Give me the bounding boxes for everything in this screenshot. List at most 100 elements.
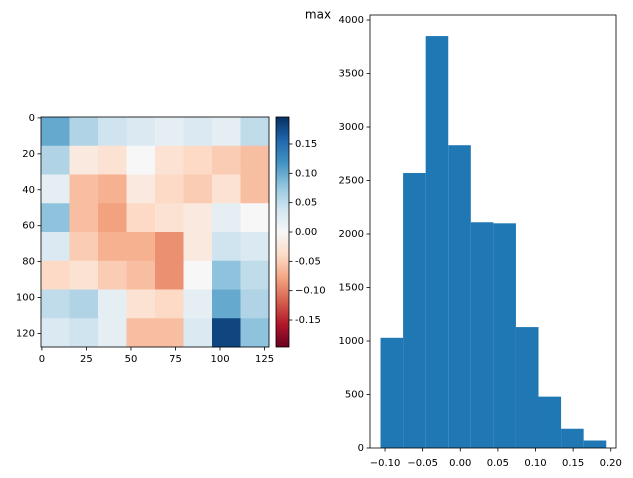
heatmap-cell [240, 260, 270, 290]
x-tick-label: 0 [39, 354, 45, 365]
heatmap-cell [183, 318, 213, 348]
x-tick-label: 125 [255, 354, 274, 365]
heatmap-cell [240, 289, 270, 319]
heatmap-cell [126, 289, 156, 319]
heatmap-cell [69, 318, 99, 348]
heatmap-cell [240, 318, 270, 348]
heatmap-cell [69, 260, 99, 290]
histogram-bar [470, 222, 494, 448]
y-tick-label: 20 [22, 149, 35, 160]
x-tick-label: −0.10 [370, 458, 401, 469]
x-tick-label: −0.05 [407, 458, 438, 469]
colorbar-tick-label: 0.15 [295, 139, 317, 150]
heatmap-cell [41, 117, 70, 147]
heatmap-cell [240, 232, 270, 262]
heatmap-cell [212, 260, 241, 290]
y-tick-label: 80 [22, 257, 35, 268]
colorbar-tick-label: 0.00 [295, 227, 317, 238]
y-tick-label: 100 [16, 293, 35, 304]
histogram-bar [448, 145, 471, 449]
heatmap-cell [212, 232, 241, 262]
y-tick-label: 0 [29, 113, 35, 124]
y-tick-label: 2000 [339, 229, 364, 240]
y-tick-label: 2500 [339, 176, 364, 187]
heatmap-cell [183, 260, 213, 290]
histogram-bar [403, 173, 426, 448]
y-tick-label: 0 [358, 443, 364, 454]
heatmap-cell [155, 260, 184, 290]
heatmap-cell [183, 289, 213, 319]
heatmap-cell [41, 318, 70, 348]
axes-frame [369, 14, 617, 449]
heatmap-cell [98, 318, 127, 348]
heatmap-cell [126, 232, 156, 262]
heatmap-cell [98, 203, 127, 233]
histogram-bar [538, 396, 562, 448]
heatmap-cell [240, 117, 270, 147]
heatmap-cell [98, 260, 127, 290]
x-tick-label: 0.20 [600, 458, 622, 469]
heatmap-cell [41, 174, 70, 204]
y-tick-label: 120 [16, 329, 35, 340]
y-tick-label: 4000 [339, 15, 364, 26]
x-tick-label: 0.00 [449, 458, 471, 469]
heatmap-cell [126, 174, 156, 204]
histogram-bar [583, 440, 607, 448]
y-tick-label: 1500 [339, 283, 364, 294]
heatmap-cell [69, 203, 99, 233]
heatmap-cell [98, 145, 127, 175]
heatmap-cell [155, 117, 184, 147]
heatmap-cell [126, 318, 156, 348]
colorbar-tick-label: −0.10 [295, 286, 326, 297]
heatmap-cell [183, 174, 213, 204]
heatmap-cell [41, 145, 70, 175]
heatmap-cell [98, 174, 127, 204]
colorbar-tick-label: 0.05 [295, 198, 317, 209]
x-tick-label: 0.15 [562, 458, 584, 469]
heatmap-cell [69, 174, 99, 204]
heatmap-cell [155, 145, 184, 175]
heatmap-cell [98, 232, 127, 262]
heatmap-cell [212, 117, 241, 147]
histogram-bar [380, 337, 404, 448]
heatmap-cell [98, 117, 127, 147]
heatmap-cell [69, 289, 99, 319]
colorbar-tick-label: -0.05 [295, 256, 321, 267]
heatmap-cell [69, 232, 99, 262]
heatmap-cell [41, 260, 70, 290]
heatmap-cell [240, 203, 270, 233]
y-tick-label: 40 [22, 185, 35, 196]
heatmap-cell [155, 203, 184, 233]
x-tick-label: 100 [210, 354, 229, 365]
x-tick-label: 25 [80, 354, 93, 365]
histogram-bar [425, 36, 449, 449]
heatmap-cell [212, 145, 241, 175]
histogram-bar [515, 327, 539, 448]
colorbar-tick-label: 0.10 [295, 168, 317, 179]
heatmap-cell [155, 232, 184, 262]
y-tick-label: 60 [22, 221, 35, 232]
y-tick-label: 3500 [339, 69, 364, 80]
x-tick-label: 50 [125, 354, 138, 365]
y-tick-label: 3000 [339, 122, 364, 133]
heatmap-cell [240, 174, 270, 204]
x-tick-label: 0.10 [524, 458, 546, 469]
heatmap-cell [155, 318, 184, 348]
y-tick-label: 1000 [339, 336, 364, 347]
heatmap-cell [155, 289, 184, 319]
heatmap-cell [126, 260, 156, 290]
colorbar-tick-label: -0.15 [295, 315, 321, 326]
heatmap-cell [126, 145, 156, 175]
heatmap-cell [240, 145, 270, 175]
axes-frame [40, 116, 270, 348]
heatmap-cell [183, 232, 213, 262]
heatmap-cell [212, 318, 241, 348]
chart-title: max [305, 8, 331, 22]
x-tick-label: 0.05 [487, 458, 509, 469]
heatmap-cell [98, 289, 127, 319]
heatmap-cell [41, 289, 70, 319]
heatmap-cell [212, 203, 241, 233]
heatmap-cell [183, 117, 213, 147]
y-tick-label: 500 [345, 390, 364, 401]
